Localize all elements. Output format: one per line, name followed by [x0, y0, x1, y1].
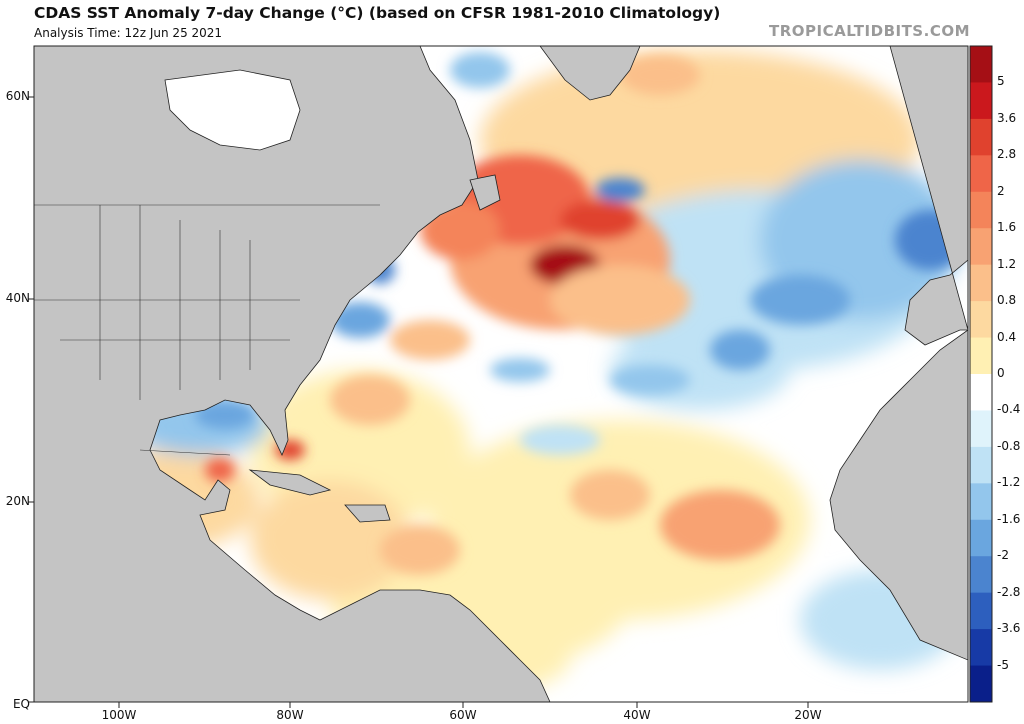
colorbar-label: -0.4	[997, 402, 1021, 417]
lat-label: EQ	[12, 697, 30, 711]
cuba-land	[248, 469, 332, 496]
colorbar-swatch	[970, 410, 992, 448]
colorbar-label: -0.8	[997, 438, 1021, 453]
europe-land	[889, 46, 968, 346]
axis-ticks	[28, 96, 809, 708]
colorbar-swatch	[970, 629, 992, 667]
colorbar-swatch	[970, 374, 992, 411]
colorbar-label: 3.6	[997, 110, 1017, 125]
colorbar-label: 0.8	[997, 293, 1017, 308]
north-america-land	[34, 46, 551, 702]
lon-label: 100W	[101, 708, 137, 722]
colorbar-swatch	[970, 155, 992, 193]
colorbar-swatch	[970, 519, 992, 557]
colorbar-swatch	[970, 592, 992, 630]
colorbar-swatch	[970, 82, 992, 120]
brand-watermark: TROPICALTIDBITS.COM	[769, 22, 970, 40]
lat-label: 20N	[5, 494, 30, 508]
colorbar-swatch	[970, 556, 992, 594]
colorbar-swatch	[970, 483, 992, 521]
analysis-time: Analysis Time: 12z Jun 25 2021	[34, 26, 223, 40]
colorbar-label: 2	[997, 183, 1005, 198]
colorbar-label: 5	[997, 74, 1005, 89]
lon-label: 20W	[794, 708, 822, 722]
lat-label: 60N	[5, 89, 30, 103]
map-border	[33, 45, 969, 703]
greenland-land	[539, 46, 641, 101]
colorbar-swatch	[970, 264, 992, 302]
lon-label: 40W	[623, 708, 651, 722]
colorbar-label: -1.6	[997, 511, 1021, 526]
africa-land	[829, 329, 968, 661]
colorbar-label: 1.6	[997, 220, 1017, 235]
colorbar-swatch	[970, 337, 992, 375]
colorbar-label: -2.8	[997, 584, 1021, 599]
colorbar-frame	[969, 45, 993, 703]
colorbar-swatch	[970, 446, 992, 484]
hispaniola-land	[344, 504, 391, 523]
colorbar-swatch	[970, 118, 992, 156]
colorbar-label: 0	[997, 366, 1005, 380]
colorbar-label: -1.2	[997, 475, 1021, 490]
map-frame	[34, 46, 968, 702]
colorbar-label: -5	[997, 657, 1009, 672]
land-masses	[34, 46, 968, 702]
lon-label: 60W	[449, 708, 477, 722]
hudson-bay-water	[164, 69, 301, 151]
colorbar-swatch	[970, 301, 992, 339]
colorbar	[969, 45, 993, 703]
lon-label: 80W	[276, 708, 304, 722]
colorbar-swatch	[970, 191, 992, 229]
colorbar-swatch	[970, 46, 992, 83]
newfoundland-land	[469, 174, 501, 211]
colorbar-swatch	[970, 228, 992, 266]
colorbar-label: 1.2	[997, 256, 1017, 271]
lat-label: 40N	[5, 291, 30, 305]
colorbar-label: 2.8	[997, 147, 1017, 162]
map-title: CDAS SST Anomaly 7-day Change (°C) (base…	[34, 4, 721, 22]
colorbar-label: 0.4	[997, 329, 1017, 344]
borders	[34, 204, 380, 456]
colorbar-label: -2	[997, 548, 1009, 563]
colorbar-label: -3.6	[997, 621, 1021, 636]
colorbar-swatch	[970, 665, 992, 703]
